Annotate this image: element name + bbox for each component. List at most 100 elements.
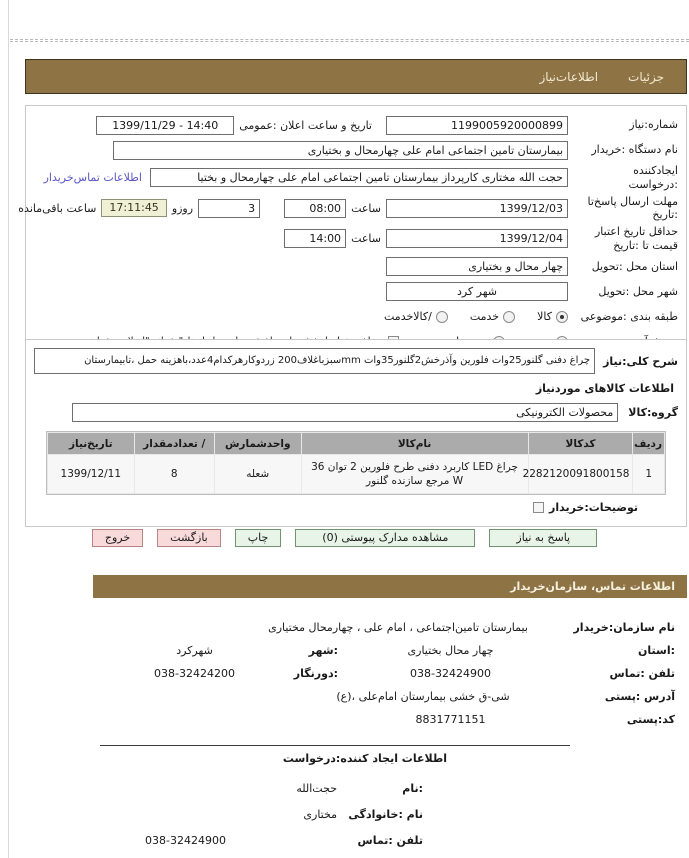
validity-hour-label: ساعت — [351, 232, 381, 246]
tab-details[interactable]: جزئیات — [628, 69, 664, 84]
creator-family-value: مختاری — [303, 807, 337, 821]
org-name-value: بیمارستان تامین‌اجتماعی ، امام علی ، چها… — [268, 621, 528, 634]
need-number-row: شماره:نیاز 1199005920000899 تاریخ و ساعت… — [34, 114, 678, 136]
radio-goods[interactable] — [556, 310, 568, 323]
attachments-button[interactable]: مشاهده مدارک پیوستی (0) — [295, 529, 476, 547]
creator-name-value: حجت‌الله — [296, 781, 337, 795]
classification-label: طبقه بندی :موضوعی — [580, 309, 678, 323]
org-contact-section: نام سازمان:خریدار بیمارستان تامین‌اجتماع… — [25, 616, 675, 731]
buyer-org-row: نام دستگاه :خریدار بیمارستان تامین اجتما… — [34, 139, 678, 161]
radio-goods-service[interactable] — [435, 310, 448, 323]
creator-name-label: :نام — [402, 781, 423, 795]
creator-name-row: :نام حجت‌الله — [25, 775, 423, 801]
org-postal-label: کد:پستی — [626, 713, 675, 726]
org-fax-label: :دورنگار — [293, 667, 338, 680]
deadline-time-input[interactable]: 08:00 — [284, 198, 347, 218]
org-province-city-row: :استان چهار محال بختیاری :شهر شهرکرد — [25, 639, 675, 662]
general-desc-input[interactable]: چراغ دفنی گلنور25وات فلورین وآذرخش2گلنور… — [34, 348, 596, 374]
buyer-notes-checkbox[interactable] — [532, 502, 544, 513]
creator-phone-value: 038-32424900 — [145, 833, 226, 847]
goods-table-wrapper: ردیف کدکالا نام‌کالا واحدشمارش / تعدادمق… — [46, 431, 666, 495]
tab-need-info[interactable]: اطلاعات‌نیاز — [539, 69, 599, 84]
goods-table-header-row: ردیف کدکالا نام‌کالا واحدشمارش / تعدادمق… — [48, 433, 664, 454]
buyer-org-input[interactable]: بیمارستان تامین اجتماعی امام علی چهارمحا… — [113, 140, 568, 160]
top-dashed-divider — [10, 39, 689, 42]
radio-service[interactable] — [503, 310, 516, 323]
cell-item-code: 2282120091800158 — [523, 455, 633, 493]
creator-contact-heading: اطلاعات ایجاد کننده:درخواست — [282, 752, 447, 765]
creator-family-row: نام :خانوادگی مختاری — [25, 801, 423, 827]
deadline-date-input[interactable]: 1399/12/03 — [386, 198, 568, 218]
validity-date-input[interactable]: 1399/12/04 — [386, 229, 568, 249]
need-number-label: شماره:نیاز — [629, 118, 678, 132]
request-info-panel: شماره:نیاز 1199005920000899 تاریخ و ساعت… — [18, 105, 687, 362]
org-fax-value: 038-32424200 — [154, 667, 235, 680]
countdown-timer: 17:11:45 — [101, 199, 167, 218]
org-phone-value: 038-32424900 — [410, 667, 491, 680]
classification-row: طبقه بندی :موضوعی کالا خدمت /کالاخدمت — [34, 306, 678, 328]
days-input[interactable]: 3 — [198, 198, 261, 218]
org-province-value: چهار محال بختیاری — [407, 644, 494, 657]
delivery-province-input[interactable]: چهار محال و بختیاری — [386, 257, 568, 276]
announce-datetime-label: تاریخ و ساعت اعلان :عمومی — [239, 118, 372, 132]
response-deadline-row: مهلت ارسال پاسخ‌تا :تاریخ 1399/12/03 ساع… — [18, 194, 678, 223]
org-city-value: شهرکرد — [176, 644, 213, 657]
goods-table-row[interactable]: 1 2282120091800158 چراغ LED کاربرد دفنی … — [48, 455, 664, 493]
goods-group-input[interactable]: محصولات الکترونیکی — [72, 402, 619, 422]
goods-info-heading: اطلاعات کالاهای موردنیاز — [535, 382, 674, 395]
org-phone-label: تلفن :تماس — [609, 667, 675, 680]
back-button[interactable]: بازگشت — [157, 529, 221, 547]
creator-contact-section: اطلاعات ایجاد کننده:درخواست :نام حجت‌الل… — [25, 752, 665, 853]
respond-button[interactable]: پاسخ به نیاز — [489, 529, 598, 547]
creator-phone-row: تلفن :تماس 038-32424900 — [25, 827, 423, 853]
org-city-label: :شهر — [308, 644, 338, 657]
delivery-province-row: استان محل :تحویل چهار محال و بختیاری — [34, 256, 678, 278]
col-row-number: ردیف — [633, 433, 664, 454]
remaining-hours-label: ساعت باقی‌مانده — [18, 201, 97, 215]
request-creator-input[interactable]: حجت الله مختاری کارپرداز بیمارستان تامین… — [150, 168, 568, 188]
org-phone-fax-row: تلفن :تماس 038-32424900 :دورنگار 038-324… — [25, 662, 675, 685]
goods-group-label: گروه:کالا — [628, 405, 678, 419]
announce-datetime-input[interactable]: 14:40 - 1399/11/29 — [96, 115, 235, 135]
org-address-label: آدرس :پستی — [604, 690, 675, 703]
org-postal-value: 8831771151 — [415, 713, 486, 726]
org-contact-header: اطلاعات تماس، سازمان‌خریدار — [93, 575, 687, 598]
org-address-value: شی-ق خشی بیمارستان امام‌علی ،(ع) — [336, 690, 510, 703]
cell-need-date: 1399/12/11 — [48, 455, 134, 493]
creator-phone-label: تلفن :تماس — [357, 833, 423, 847]
request-creator-row: ایجادکننده :درخواست حجت الله مختاری کارپ… — [34, 164, 678, 192]
radio-service-label: خدمت — [469, 310, 500, 323]
col-item-code: کدکالا — [528, 433, 633, 454]
response-deadline-label: مهلت ارسال پاسخ‌تا :تاریخ — [587, 194, 678, 222]
price-validity-row: حداقل تاریخ اعتبار قیمت تا :تاریخ 1399/1… — [34, 225, 678, 253]
org-province-label: :استان — [638, 644, 675, 657]
org-postal-row: کد:پستی 8831771151 — [25, 708, 676, 731]
goods-group-row: گروه:کالا محصولات الکترونیکی — [72, 401, 678, 423]
price-validity-label: حداقل تاریخ اعتبار قیمت تا :تاریخ — [594, 225, 678, 252]
buyer-contact-link[interactable]: اطلاعات تماس‌خریدار — [43, 171, 142, 185]
goods-panel: شرح کلی:نیاز چراغ دفنی گلنور25وات فلورین… — [25, 339, 687, 527]
days-label: روزو — [171, 201, 194, 215]
cell-quantity: 8 — [134, 455, 214, 493]
general-desc-row: شرح کلی:نیاز چراغ دفنی گلنور25وات فلورین… — [34, 348, 678, 374]
need-number-input[interactable]: 1199005920000899 — [386, 115, 568, 135]
radio-goods-service-label: /کالاخدمت — [384, 310, 432, 323]
col-need-date: تاریخ‌نیاز — [48, 433, 134, 454]
org-name-label: نام سازمان:خریدار — [573, 621, 675, 634]
org-address-row: آدرس :پستی شی-ق خشی بیمارستان امام‌علی ،… — [25, 685, 675, 708]
deadline-hour-label: ساعت — [351, 201, 381, 215]
delivery-city-input[interactable]: شهر کرد — [386, 282, 568, 301]
section-divider — [100, 745, 570, 746]
tab-bar: جزئیات اطلاعات‌نیاز — [25, 59, 687, 94]
print-button[interactable]: چاپ — [234, 529, 282, 547]
validity-time-input[interactable]: 14:00 — [284, 229, 347, 249]
buyer-notes-label: توضیحات:خریدار — [548, 501, 638, 514]
exit-button[interactable]: خروج — [91, 529, 144, 547]
cell-unit: شعله — [214, 455, 301, 493]
buyer-org-label: نام دستگاه :خریدار — [591, 143, 678, 157]
cell-item-name: چراغ LED کاربرد دفنی طرح فلورین 2 توان 3… — [301, 455, 528, 493]
cell-row-number: 1 — [633, 455, 664, 493]
creator-family-label: نام :خانوادگی — [348, 807, 423, 821]
col-quantity: / تعدادمقدار — [134, 433, 214, 454]
request-creator-label: ایجادکننده :درخواست — [628, 164, 678, 191]
